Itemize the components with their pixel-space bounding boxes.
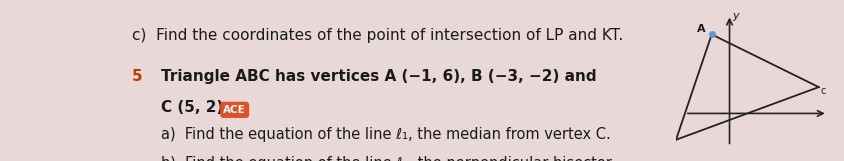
Text: b)  Find the equation of the line ℓ₂, the perpendicular bisector: b) Find the equation of the line ℓ₂, the… [161, 156, 611, 161]
Text: Triangle ABC has vertices A (−1, 6), B (−3, −2) and: Triangle ABC has vertices A (−1, 6), B (… [161, 69, 596, 84]
Text: C (5, 2).: C (5, 2). [161, 100, 229, 115]
Text: A: A [696, 24, 706, 34]
Text: ACE: ACE [223, 105, 246, 115]
Text: y: y [732, 11, 738, 21]
Text: a)  Find the equation of the line ℓ₁, the median from vertex C.: a) Find the equation of the line ℓ₁, the… [161, 127, 610, 142]
Text: 5: 5 [132, 69, 143, 84]
Text: c)  Find the coordinates of the point of intersection of LP and KT.: c) Find the coordinates of the point of … [132, 28, 622, 43]
Text: c: c [820, 86, 825, 96]
